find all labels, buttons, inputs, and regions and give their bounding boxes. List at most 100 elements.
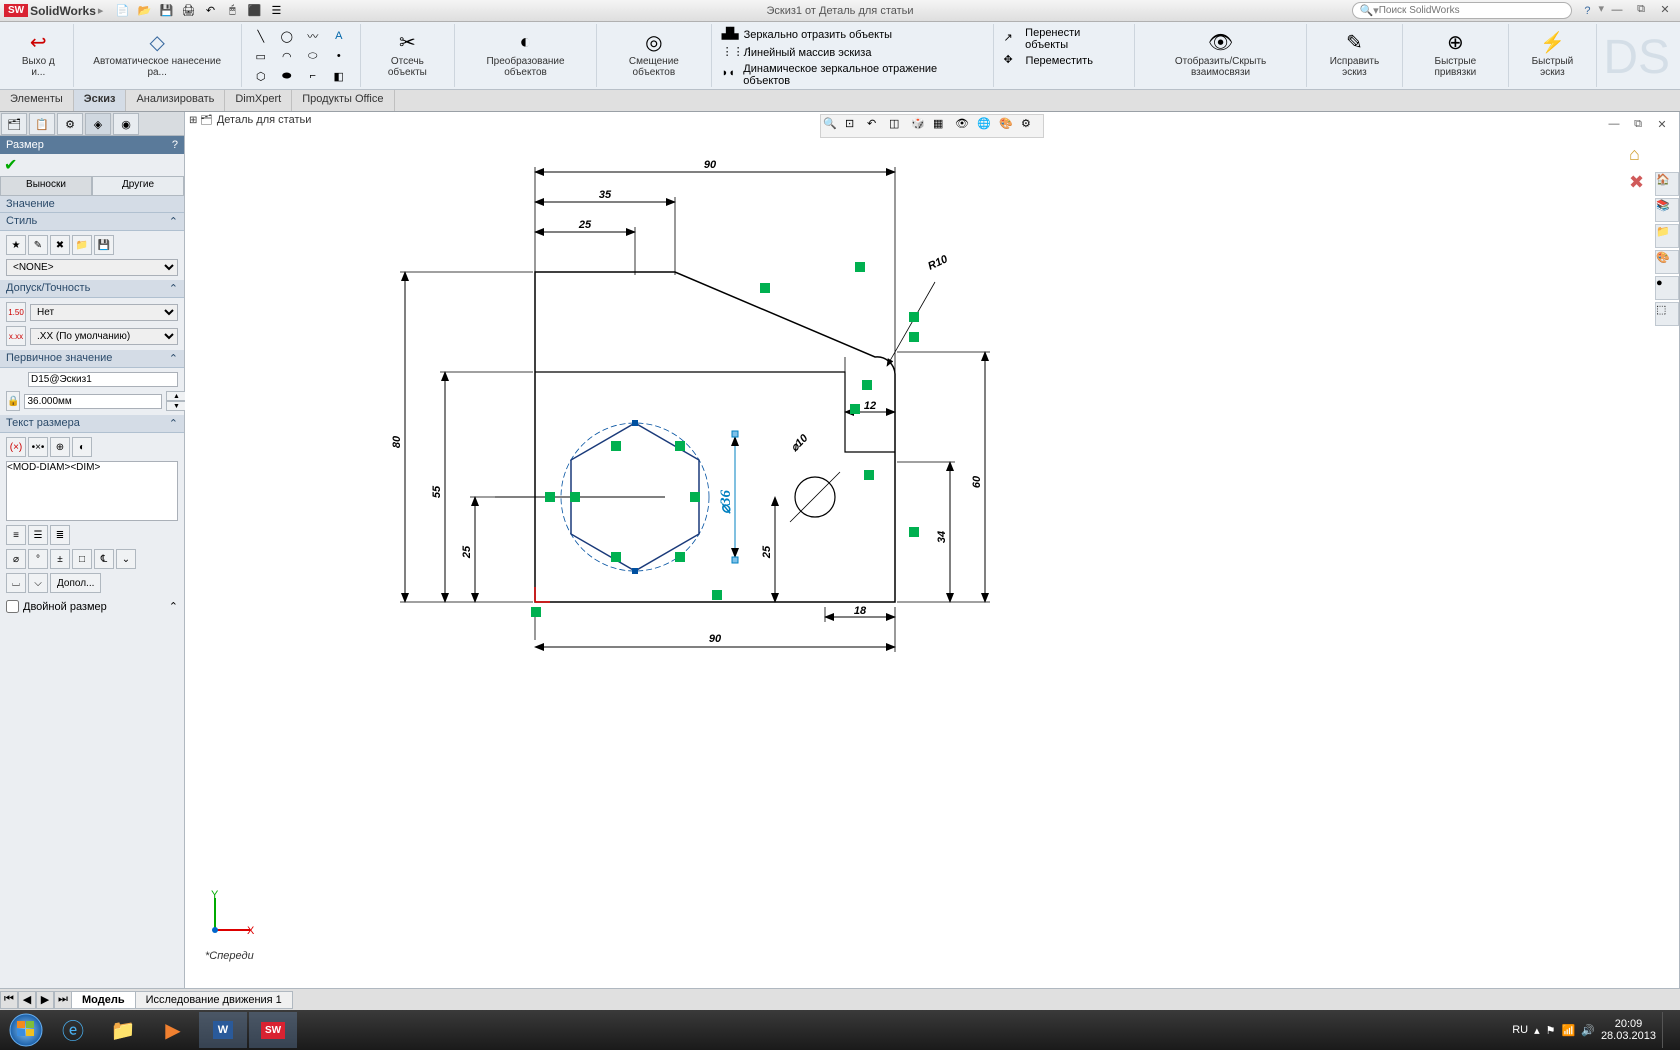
setting-icon[interactable]: ⚙ [1021,117,1041,135]
justify-right[interactable]: ≣ [50,525,70,545]
quick-snaps-button[interactable]: ⊕Быстрые привязки [1409,26,1501,80]
taskpane-palette[interactable]: 🎨 [1655,250,1679,274]
rebuild-icon[interactable]: ⬛ [245,2,263,20]
open-icon[interactable]: 📂 [135,2,153,20]
spin-up[interactable]: ▲ [166,391,186,401]
fillet-tool[interactable]: ⌐ [302,68,324,84]
dim-text-header[interactable]: Текст размера⌃ [0,415,184,433]
text-pos-4[interactable]: ◐ [72,437,92,457]
tab-motion-study[interactable]: Исследование движения 1 [135,991,293,1009]
dual-dimension-checkbox[interactable]: Двойной размер⌃ [0,597,184,616]
tab-office[interactable]: Продукты Office [292,90,394,111]
tol-type-select[interactable]: Нет [30,304,178,321]
dim-name-input[interactable] [28,372,178,387]
text-pos-1[interactable]: (×) [6,437,26,457]
search-box[interactable]: 🔍▾ [1352,2,1572,19]
ellipse-tool[interactable]: ⬭ [302,48,324,64]
taskpane-x[interactable]: ✖ [1629,172,1653,196]
tab-sketch[interactable]: Эскиз [74,90,127,111]
new-icon[interactable]: 📄 [113,2,131,20]
tab-last[interactable]: ⏭ [54,991,72,1009]
pm-tab-dimxpert[interactable]: ◈ [85,113,111,135]
help-icon[interactable]: ? [172,139,178,151]
style-btn-1[interactable]: ★ [6,235,26,255]
tolerance-header[interactable]: Допуск/Точность⌃ [0,280,184,298]
tab-first[interactable]: ⏮ [0,991,18,1009]
rapid-sketch-button[interactable]: ⚡Быстрый эскиз [1515,26,1591,80]
taskpane-appearance[interactable]: ● [1655,276,1679,300]
text-tool[interactable]: A [328,28,350,44]
mirror-button[interactable]: ▟▙Зеркально отразить объекты [718,26,896,44]
circle-tool[interactable]: ◯ [276,28,298,44]
view-orient-icon[interactable]: 🎲 [911,117,931,135]
spline-tool[interactable]: 〰 [302,28,324,44]
tray-flag-icon[interactable]: ⚑ [1546,1024,1556,1037]
prev-view-icon[interactable]: ↶ [867,117,887,135]
dim-text-area[interactable]: <MOD-DIAM><DIM> [6,461,178,521]
sym-more[interactable]: ⌄ [116,549,136,569]
tab-next[interactable]: ▶ [36,991,54,1009]
move-entities-button[interactable]: ↗Перенести объекты [1000,26,1129,52]
sym-sq[interactable]: □ [72,549,92,569]
dynamic-mirror-button[interactable]: ◗◖Динамическое зеркальное отражение объе… [718,62,987,88]
close-button[interactable]: ✕ [1654,2,1676,18]
pm-tab-property[interactable]: 📋 [29,113,55,135]
tray-lang[interactable]: RU [1512,1024,1528,1036]
tab-prev[interactable]: ◀ [18,991,36,1009]
pm-tab-display[interactable]: ◉ [113,113,139,135]
sym-pm[interactable]: ± [50,549,70,569]
zoom-fit-icon[interactable]: 🔍 [823,117,843,135]
slot-tool[interactable]: ⬬ [276,68,298,84]
taskpane-custom[interactable]: ⬚ [1655,302,1679,326]
trim-button[interactable]: ✂Отсечь объекты [367,26,448,80]
subtab-other[interactable]: Другие [92,176,184,196]
style-btn-4[interactable]: 📁 [72,235,92,255]
taskpane-explorer[interactable]: 📁 [1655,224,1679,248]
linear-pattern-button[interactable]: ⋮⋮⋮Линейный массив эскиза [718,44,876,62]
scene-icon[interactable]: 🌐 [977,117,997,135]
section-icon[interactable]: ◫ [889,117,909,135]
style-btn-2[interactable]: ✎ [28,235,48,255]
taskbar-ie[interactable]: ⓔ [49,1012,97,1048]
style-btn-3[interactable]: ✖ [50,235,70,255]
tray-vol-icon[interactable]: 🔊 [1581,1024,1595,1037]
plane-tool[interactable]: ◧ [328,68,350,84]
spin-down[interactable]: ▼ [166,401,186,411]
lock-icon[interactable]: 🔒 [6,391,20,411]
subtab-leaders[interactable]: Выноски [0,176,92,196]
help-icon[interactable]: ? [1578,2,1596,20]
tray-clock[interactable]: 20:0928.03.2013 [1601,1018,1656,1042]
zoom-area-icon[interactable]: ⊡ [845,117,865,135]
options-icon[interactable]: ☰ [267,2,285,20]
taskbar-word[interactable]: W [199,1012,247,1048]
tab-model[interactable]: Модель [71,991,136,1009]
sym-cl[interactable]: ℄ [94,549,114,569]
sym-b1[interactable]: ⌴ [6,573,26,593]
dim-value-input[interactable] [24,394,162,409]
line-tool[interactable]: ╲ [250,28,272,44]
taskbar-explorer[interactable]: 📁 [99,1012,147,1048]
minimize-button[interactable]: — [1606,2,1628,18]
tab-dimxpert[interactable]: DimXpert [225,90,292,111]
start-button[interactable] [4,1012,48,1048]
more-button[interactable]: Допол... [50,573,101,593]
text-pos-2[interactable]: •×• [28,437,48,457]
show-hide-button[interactable]: 👁Отобразить/Скрыть взаимосвязи [1141,26,1299,80]
ok-button[interactable]: ✔ [4,155,17,175]
breadcrumb[interactable]: ⊞ 🗂 Деталь для статьи [189,114,311,126]
justify-center[interactable]: ☰ [28,525,48,545]
smart-dimension-button[interactable]: ◇Автоматическое нанесение ра... [80,26,235,80]
maximize-button[interactable]: ⧉ [1630,2,1652,18]
appearance-icon[interactable]: 🎨 [999,117,1019,135]
view-triad[interactable]: Y X [205,890,255,940]
sym-degree[interactable]: ° [28,549,48,569]
move-button[interactable]: ✥Переместить [1000,52,1097,70]
tab-evaluate[interactable]: Анализировать [126,90,225,111]
search-input[interactable] [1379,5,1539,16]
taskbar-media[interactable]: ▶ [149,1012,197,1048]
graphics-area[interactable]: ⊞ 🗂 Деталь для статьи 🔍 ⊡ ↶ ◫ 🎲 ▦ 👁 🌐 🎨 … [185,112,1680,988]
justify-left[interactable]: ≡ [6,525,26,545]
pm-tab-config[interactable]: ⚙ [57,113,83,135]
display-style-icon[interactable]: ▦ [933,117,953,135]
arc-tool[interactable]: ◠ [276,48,298,64]
